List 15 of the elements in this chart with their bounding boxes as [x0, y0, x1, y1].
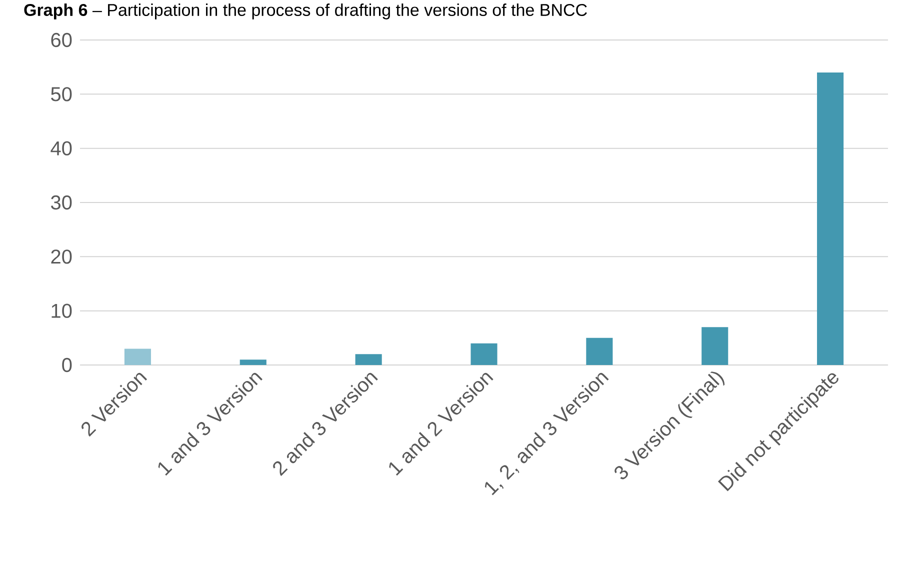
- y-tick-label: 0: [62, 358, 72, 372]
- y-tick-label: 20: [51, 250, 72, 264]
- bar: [586, 338, 613, 365]
- bar: [817, 72, 844, 365]
- bar: [124, 348, 151, 365]
- y-tick-label: 50: [51, 87, 72, 102]
- bar: [240, 360, 266, 365]
- y-tick-label: 40: [50, 141, 72, 156]
- chart-title: Graph 6 – Participation in the process of drafting the versions of the BNCC: [24, 4, 587, 20]
- y-tick-label: 10: [52, 304, 72, 318]
- bar: [470, 343, 498, 365]
- y-tick-label: 30: [51, 195, 72, 210]
- bar: [702, 327, 728, 365]
- y-tick-label: 60: [51, 32, 72, 48]
- bar: [355, 354, 382, 365]
